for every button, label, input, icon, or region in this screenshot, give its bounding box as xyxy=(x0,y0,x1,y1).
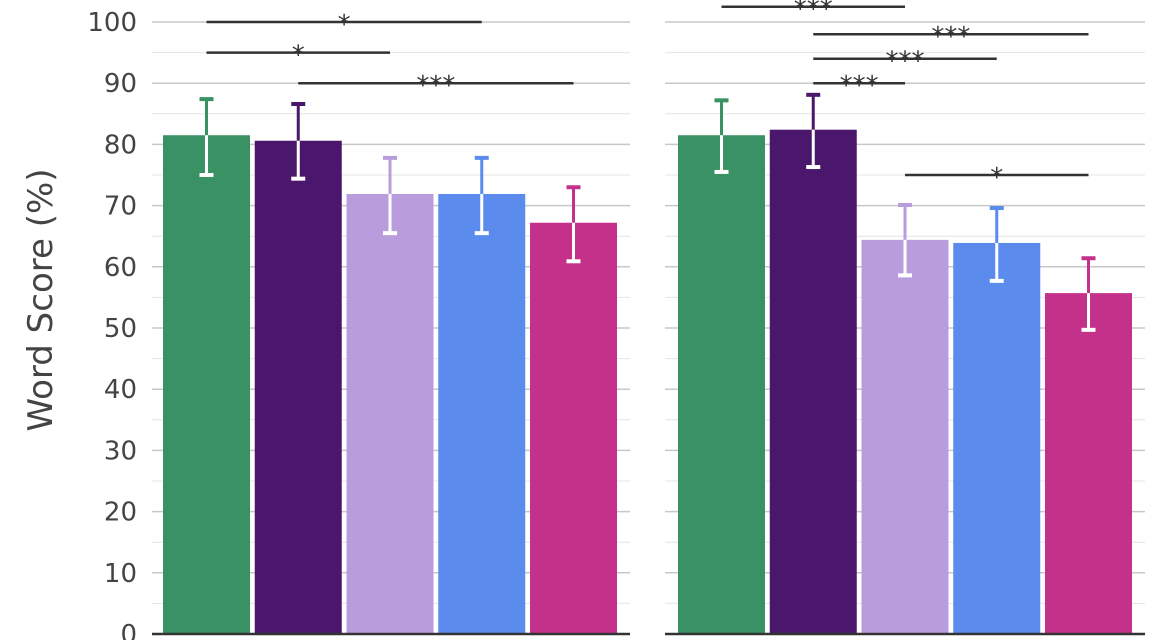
y-tick-label: 0 xyxy=(120,620,137,640)
bar xyxy=(678,135,765,634)
y-tick-label: 90 xyxy=(104,69,137,99)
y-tick-label: 70 xyxy=(104,192,137,222)
bar xyxy=(953,242,1041,634)
y-tick-label: 50 xyxy=(104,314,137,344)
significance-label: * xyxy=(990,163,1003,193)
significance-label: * xyxy=(292,41,305,71)
significance-label: *** xyxy=(840,71,879,101)
y-axis-label: Word Score (%) xyxy=(21,168,61,431)
significance-label: *** xyxy=(794,0,833,25)
significance-label: *** xyxy=(886,47,925,77)
y-tick-label: 40 xyxy=(104,375,137,405)
y-tick-label: 60 xyxy=(104,253,137,283)
bar xyxy=(163,135,250,634)
y-tick-label: 30 xyxy=(104,436,137,466)
significance-label: * xyxy=(338,10,351,40)
bar xyxy=(1045,293,1132,634)
bar xyxy=(769,129,857,634)
y-tick-label: 100 xyxy=(87,8,137,38)
y-tick-label: 80 xyxy=(104,130,137,160)
significance-label: *** xyxy=(416,71,455,101)
bar xyxy=(861,239,949,634)
bar xyxy=(346,193,434,635)
significance-label: *** xyxy=(931,22,970,52)
y-tick-label: 20 xyxy=(104,498,137,528)
bar xyxy=(254,140,342,634)
y-tick-label: 10 xyxy=(104,559,137,589)
bar xyxy=(530,222,617,634)
bar xyxy=(438,193,526,635)
